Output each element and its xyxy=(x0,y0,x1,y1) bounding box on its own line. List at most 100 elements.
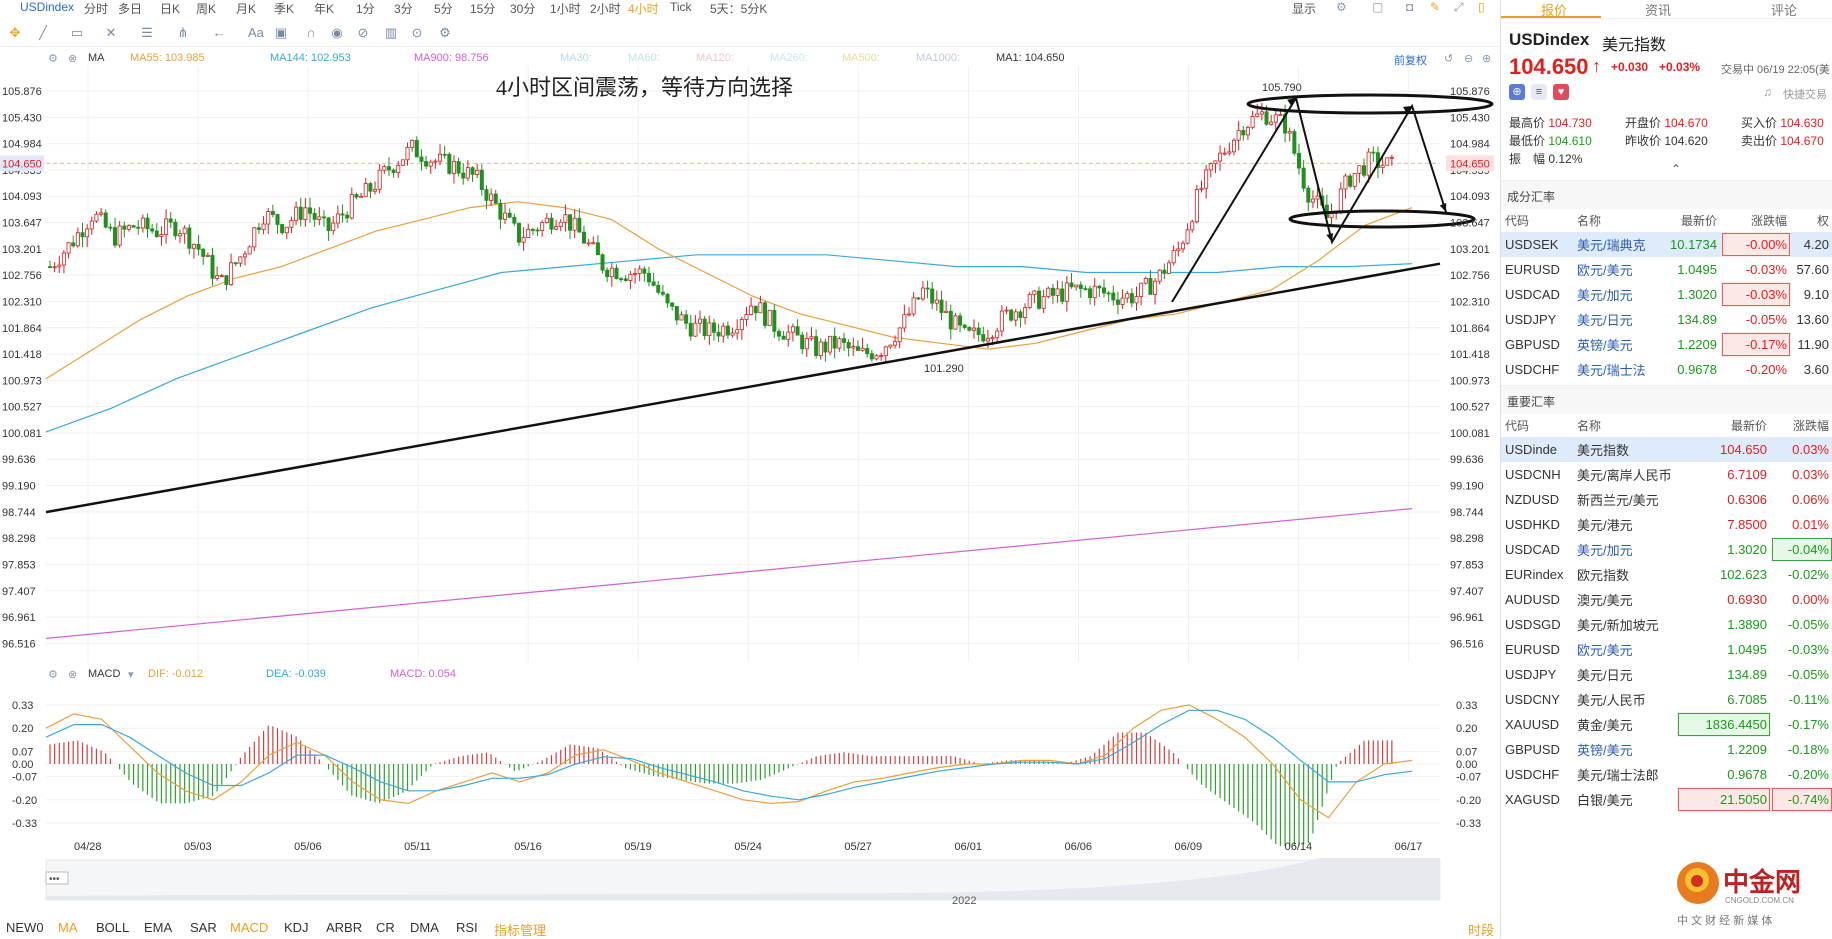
period-2[interactable]: 多日 xyxy=(118,2,143,16)
table-row[interactable]: USDJPY 美元/日元 134.89 -0.05% xyxy=(1501,662,1832,687)
line-tool-icon[interactable]: ╱ xyxy=(39,25,47,40)
ma-close-icon[interactable]: ⊗ xyxy=(68,53,78,65)
candle-up xyxy=(1236,130,1241,141)
reset-icon[interactable]: ⊙ xyxy=(411,25,423,40)
table-row[interactable]: GBPUSD 英镑/美元 1.2209 -0.17% 11.90 xyxy=(1501,332,1832,357)
fq-toggle[interactable]: 前复权 xyxy=(1394,55,1427,67)
ma-settings-icon[interactable]: ⚙ xyxy=(48,53,58,65)
symbol-label[interactable]: USDindex xyxy=(20,0,75,14)
table-row[interactable]: USDHKD 美元/港元 7.8500 0.01% xyxy=(1501,512,1832,537)
tab-comments[interactable]: 评论 xyxy=(1771,3,1798,18)
table-row[interactable]: XAUUSD 黄金/美元 1836.4450 -0.17% xyxy=(1501,712,1832,737)
macd-dropdown-icon[interactable]: ▾ xyxy=(128,669,134,681)
comment-tool-icon[interactable]: ▣ xyxy=(274,25,288,40)
settings-icon[interactable]: ⚙ xyxy=(439,25,451,40)
table-row[interactable]: GBPUSD 英镑/美元 1.2209 -0.18% xyxy=(1501,737,1832,762)
lines-tool-icon[interactable]: ☰ xyxy=(141,25,153,40)
period-17[interactable]: 5天：5分K xyxy=(710,2,768,16)
tab-macd[interactable]: MACD xyxy=(230,920,269,935)
candle-up xyxy=(609,267,614,278)
pen-icon[interactable]: ✎ xyxy=(1430,0,1441,14)
table-row[interactable]: USDCHF 美元/瑞士法 0.9678 -0.20% 3.60 xyxy=(1501,357,1832,382)
tab-cr[interactable]: CR xyxy=(376,920,395,935)
tab-ema[interactable]: EMA xyxy=(144,920,173,935)
camera-icon[interactable]: ◘ xyxy=(1406,0,1414,14)
magnet-icon[interactable]: ∩ xyxy=(306,25,316,40)
row-name: 美元/新加坡元 xyxy=(1577,618,1659,633)
quick-trade-button[interactable]: 快捷交易 xyxy=(1783,89,1827,101)
period-8[interactable]: 1分 xyxy=(356,2,375,16)
table-row[interactable]: NZDUSD 新西兰元/美元 0.6306 0.06% xyxy=(1501,487,1832,512)
macd-settings-icon[interactable]: ⚙ xyxy=(48,669,58,681)
period-13[interactable]: 1小时 xyxy=(550,2,581,16)
period-12[interactable]: 30分 xyxy=(510,2,536,16)
period-7[interactable]: 年K xyxy=(314,2,335,16)
tab-indicator-manage[interactable]: 指标管理 xyxy=(494,923,547,938)
tab-arbr[interactable]: ARBR xyxy=(326,920,363,935)
tab-kdj[interactable]: KDJ xyxy=(284,920,309,935)
macd-label: MACD xyxy=(88,668,121,680)
table-row[interactable]: USDSEK 美元/瑞典克 10.1734 -0.00% 4.20 xyxy=(1501,232,1832,257)
rect-tool-icon[interactable]: ▭ xyxy=(70,25,84,40)
list-icon[interactable]: ≡ xyxy=(1531,84,1547,100)
table-row[interactable]: USDCAD 美元/加元 1.3020 -0.03% 9.10 xyxy=(1501,282,1832,307)
arrow-tool-icon[interactable]: ← xyxy=(212,25,226,40)
period-1[interactable]: 分时 xyxy=(84,2,109,16)
period-11[interactable]: 15分 xyxy=(470,2,496,16)
tab-quote[interactable]: 报价 xyxy=(1541,3,1568,18)
zoom-out-icon[interactable]: ⊖ xyxy=(1464,53,1474,65)
period-active[interactable]: 4小时 xyxy=(628,2,659,16)
period-4[interactable]: 周K xyxy=(196,2,217,16)
tab-sar[interactable]: SAR xyxy=(190,920,217,935)
trash-icon[interactable]: ▥ xyxy=(384,25,398,40)
doc-icon[interactable]: ▯ xyxy=(1478,0,1485,14)
time-range-button[interactable]: 时段 xyxy=(1468,923,1495,938)
table-row[interactable]: USDCAD 美元/加元 1.3020 -0.04% xyxy=(1501,537,1832,562)
table-row[interactable]: USDCHF 美元/瑞士法郎 0.9678 -0.20% xyxy=(1501,762,1832,787)
period-3[interactable]: 日K xyxy=(160,2,181,16)
layout-icon[interactable]: ▢ xyxy=(1372,0,1384,14)
tab-rsi[interactable]: RSI xyxy=(456,920,478,935)
tab-news[interactable]: 资讯 xyxy=(1645,3,1672,18)
table-row[interactable]: AUDUSD 澳元/美元 0.6930 0.00% xyxy=(1501,587,1832,612)
table-row[interactable]: EURindex 欧元指数 102.623 -0.02% xyxy=(1501,562,1832,587)
macd-close-icon[interactable]: ⊗ xyxy=(68,669,78,681)
table-row[interactable]: USDinde 美元指数 104.650 0.03% xyxy=(1501,437,1832,462)
table-row[interactable]: USDSGD 美元/新加坡元 1.3890 -0.05% xyxy=(1501,612,1832,637)
bell-icon[interactable]: ♫ xyxy=(1763,85,1772,99)
table-row[interactable]: EURUSD 欧元/美元 1.0495 -0.03% 57.60 xyxy=(1501,257,1832,282)
fork-tool-icon[interactable]: ⋔ xyxy=(177,25,189,40)
hide-icon[interactable]: ◉ xyxy=(331,25,343,40)
macd-chart[interactable]: 0.33 0.330.20 0.200.07 0.070.00 0.00-0.07 -0.… xyxy=(0,686,1500,846)
period-14[interactable]: 2小时 xyxy=(590,2,621,16)
period-10[interactable]: 5分 xyxy=(434,2,453,16)
heart-icon[interactable]: ♥ xyxy=(1553,84,1569,100)
navigator-handle[interactable] xyxy=(45,871,69,885)
period-6[interactable]: 季K xyxy=(274,2,295,16)
tab-ma[interactable]: MA xyxy=(58,920,78,935)
crosshair-icon[interactable]: ✥ xyxy=(9,25,21,40)
table-row[interactable]: XAGUSD 白银/美元 21.5050 -0.74% xyxy=(1501,787,1832,812)
table-row[interactable]: USDCNY 美元/人民币 6.7085 -0.11% xyxy=(1501,687,1832,712)
table-row[interactable]: USDJPY 美元/日元 134.89 -0.05% 13.60 xyxy=(1501,307,1832,332)
collapse-icon[interactable]: ⌃ xyxy=(1671,162,1682,176)
undo-icon[interactable]: ↺ xyxy=(1444,53,1454,65)
table-row[interactable]: EURUSD 欧元/美元 1.0495 -0.03% xyxy=(1501,637,1832,662)
period-9[interactable]: 3分 xyxy=(394,2,413,16)
fullscreen-icon[interactable]: ⤢ xyxy=(1454,0,1464,14)
globe-icon[interactable]: ⊕ xyxy=(1509,84,1525,100)
lock-icon[interactable]: ⊘ xyxy=(357,25,369,40)
period-16[interactable]: Tick xyxy=(670,0,692,14)
text-tool-icon[interactable]: Aa xyxy=(248,25,264,40)
cross-tool-icon[interactable]: ✕ xyxy=(105,25,117,40)
candle-up xyxy=(89,220,94,230)
tab-boll[interactable]: BOLL xyxy=(96,920,130,935)
tab-new0[interactable]: NEW0 xyxy=(6,920,44,935)
period-5[interactable]: 月K xyxy=(236,2,257,16)
gear-icon[interactable]: ⚙ xyxy=(1336,0,1347,14)
display-menu[interactable]: 显示 xyxy=(1292,2,1317,16)
table-row[interactable]: USDCNH 美元/离岸人民币 6.7109 0.03% xyxy=(1501,462,1832,487)
tab-dma[interactable]: DMA xyxy=(410,920,439,935)
price-chart[interactable]: 105.876 105.876 105.430 105.430 104.984 104.9… xyxy=(0,66,1500,666)
zoom-in-icon[interactable]: ⊕ xyxy=(1482,53,1492,65)
